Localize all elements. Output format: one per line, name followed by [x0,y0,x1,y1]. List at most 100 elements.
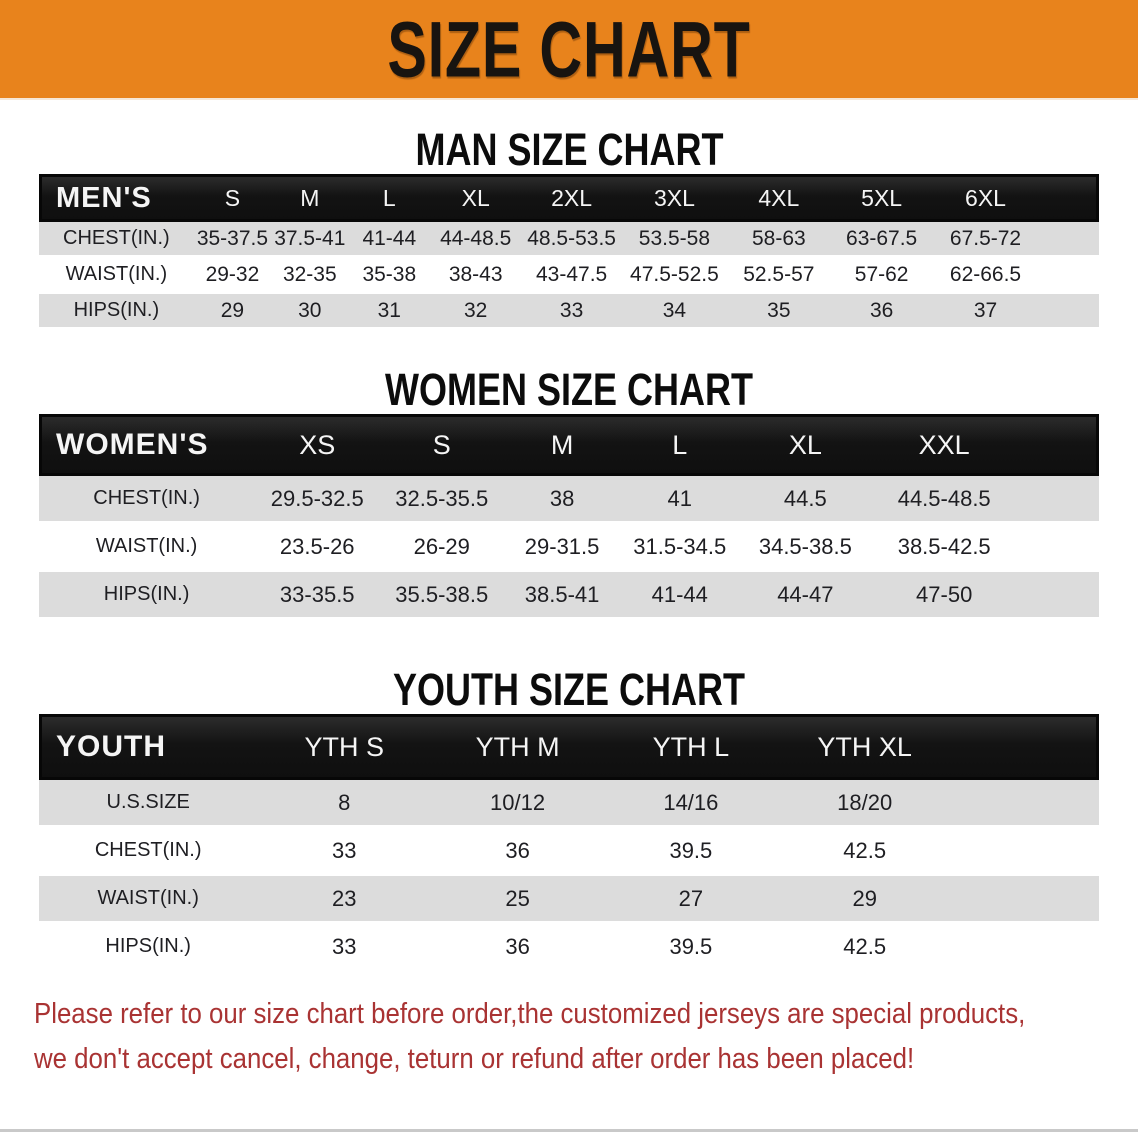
size-column-header: 2XL [521,174,622,222]
row-label: U.S.SIZE [39,780,258,828]
size-column-header: XXL [872,414,1017,476]
size-value-cell: 8 [257,780,432,828]
row-label: WAIST(IN.) [39,524,255,572]
size-value-cell: 26-29 [380,524,504,572]
header-spacer [951,714,1099,780]
row-label: HIPS(IN.) [39,572,255,620]
size-value-cell: 33-35.5 [254,572,381,620]
policy-note-line: we don't accept cancel, change, teturn o… [34,1043,915,1075]
youth-table-header-row: YOUTH YTH S YTH M YTH L YTH XL [39,714,1099,780]
men-size-table: MEN'S S M L XL 2XL 3XL 4XL 5XL 6XL CHEST… [39,174,1099,330]
size-value-cell: 27 [603,876,778,924]
size-column-header: YTH L [603,714,778,780]
size-value-cell: 10/12 [431,780,604,828]
size-value-cell: 31 [348,294,431,330]
size-column-header: 6XL [932,174,1039,222]
measurement-row-waist: WAIST(IN.) 23 25 27 29 [39,876,1099,924]
women-size-table: WOMEN'S XS S M L XL XXL CHEST(IN.) 29.5-… [39,414,1099,620]
size-value-cell: 39.5 [603,828,778,876]
bottom-divider [0,1129,1138,1132]
row-spacer [951,924,1099,972]
size-value-cell: 38.5-42.5 [872,524,1017,572]
measurement-row-waist: WAIST(IN.) 29-32 32-35 35-38 38-43 43-47… [39,258,1099,294]
measurement-row-ussize: U.S.SIZE 8 10/12 14/16 18/20 [39,780,1099,828]
size-column-header: S [380,414,504,476]
measurement-row-waist: WAIST(IN.) 23.5-26 26-29 29-31.5 31.5-34… [39,524,1099,572]
size-value-cell: 32 [430,294,522,330]
size-value-cell: 25 [431,876,604,924]
policy-note-line: Please refer to our size chart before or… [34,998,1026,1030]
row-label: HIPS(IN.) [39,294,194,330]
youth-category-header: YOUTH [39,714,258,780]
size-column-header: YTH S [257,714,432,780]
size-value-cell: 35 [726,294,831,330]
measurement-row-hips: HIPS(IN.) 33-35.5 35.5-38.5 38.5-41 41-4… [39,572,1099,620]
women-section-heading: WOMEN SIZE CHART [384,364,753,415]
size-column-header: 4XL [726,174,831,222]
size-value-cell: 29-31.5 [503,524,621,572]
size-value-cell: 39.5 [603,924,778,972]
size-value-cell: 14/16 [603,780,778,828]
size-value-cell: 48.5-53.5 [521,222,622,258]
size-value-cell: 53.5-58 [621,222,727,258]
women-table-header-row: WOMEN'S XS S M L XL XXL [39,414,1099,476]
size-column-header: XS [254,414,381,476]
size-value-cell: 35-37.5 [193,222,272,258]
size-value-cell: 23 [257,876,432,924]
size-column-header: YTH M [431,714,604,780]
row-label: CHEST(IN.) [39,828,258,876]
youth-size-table: YOUTH YTH S YTH M YTH L YTH XL U.S.SIZE … [39,714,1099,972]
size-column-header: L [620,414,739,476]
size-value-cell: 58-63 [726,222,831,258]
size-value-cell: 30 [271,294,349,330]
size-value-cell: 44.5 [738,476,873,524]
row-label: WAIST(IN.) [39,876,258,924]
row-spacer [1016,476,1099,524]
size-value-cell: 31.5-34.5 [620,524,739,572]
header-spacer [1016,414,1099,476]
size-column-header: XL [430,174,522,222]
measurement-row-chest: CHEST(IN.) 29.5-32.5 32.5-35.5 38 41 44.… [39,476,1099,524]
size-value-cell: 36 [431,924,604,972]
row-spacer [951,876,1099,924]
row-spacer [1016,572,1099,620]
size-value-cell: 32.5-35.5 [380,476,504,524]
policy-note: Please refer to our size chart before or… [0,992,1138,1082]
size-value-cell: 38-43 [430,258,522,294]
size-column-header: L [348,174,431,222]
size-value-cell: 29 [193,294,272,330]
size-value-cell: 41-44 [620,572,739,620]
size-value-cell: 44-48.5 [430,222,522,258]
size-value-cell: 37.5-41 [271,222,349,258]
size-value-cell: 42.5 [777,924,952,972]
size-value-cell: 18/20 [777,780,952,828]
size-value-cell: 36 [431,828,604,876]
measurement-row-hips: HIPS(IN.) 33 36 39.5 42.5 [39,924,1099,972]
size-value-cell: 41-44 [348,222,431,258]
measurement-row-chest: CHEST(IN.) 35-37.5 37.5-41 41-44 44-48.5… [39,222,1099,258]
measurement-row-hips: HIPS(IN.) 29 30 31 32 33 34 35 36 37 [39,294,1099,330]
size-column-header: 5XL [830,174,933,222]
size-value-cell: 29-32 [193,258,272,294]
size-value-cell: 34.5-38.5 [738,524,873,572]
size-value-cell: 33 [521,294,622,330]
row-spacer [1038,222,1099,258]
size-column-header: 3XL [621,174,727,222]
women-category-header: WOMEN'S [39,414,255,476]
size-value-cell: 52.5-57 [726,258,831,294]
header-spacer [1038,174,1099,222]
banner-title: SIZE CHART [387,5,751,93]
row-spacer [951,780,1099,828]
size-value-cell: 47.5-52.5 [621,258,727,294]
size-value-cell: 23.5-26 [254,524,381,572]
size-value-cell: 38 [503,476,621,524]
size-column-header: S [193,174,272,222]
measurement-row-chest: CHEST(IN.) 33 36 39.5 42.5 [39,828,1099,876]
size-value-cell: 34 [621,294,727,330]
size-column-header: M [271,174,349,222]
men-category-header: MEN'S [39,174,194,222]
row-label: WAIST(IN.) [39,258,194,294]
size-value-cell: 43-47.5 [521,258,622,294]
size-value-cell: 37 [932,294,1039,330]
